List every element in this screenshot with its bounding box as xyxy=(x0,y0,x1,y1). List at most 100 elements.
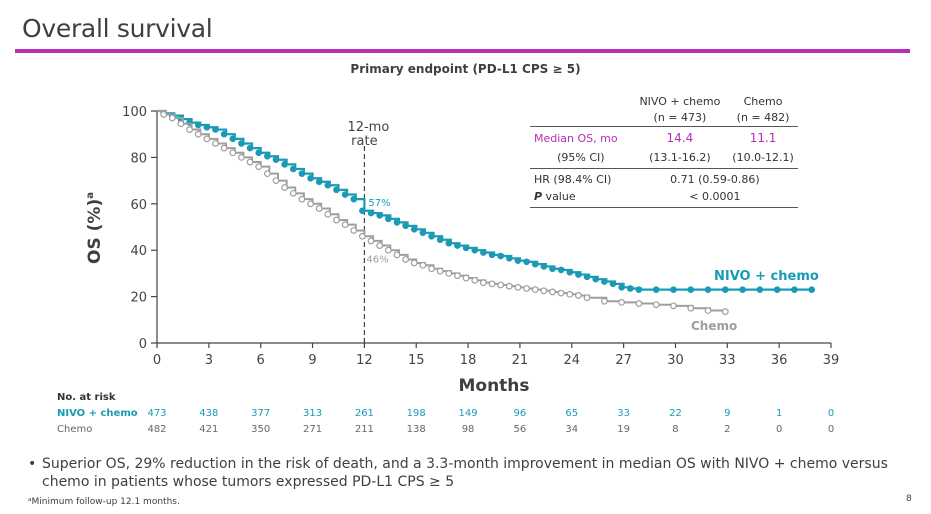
slide-title: Overall survival xyxy=(22,14,213,43)
series-label-chemo: Chemo xyxy=(691,319,737,333)
nivo-chemo-censor-marker xyxy=(773,286,781,293)
nivo-chemo-censor-marker xyxy=(229,135,237,143)
nivo-chemo-censor-marker xyxy=(264,152,271,160)
nivo-chemo-censor-marker xyxy=(410,226,418,233)
nivo-chemo-censor-marker xyxy=(635,286,643,293)
hr-label: HR (98.4% CI) xyxy=(534,173,612,186)
chemo-censor-marker xyxy=(618,299,626,306)
y-axis-title-superscript: a xyxy=(85,192,96,199)
risk-value-chemo: 34 xyxy=(565,424,579,435)
nivo-chemo-censor-marker xyxy=(194,121,202,129)
chemo-censor-marker xyxy=(687,304,695,312)
reference-line-label-2: rate xyxy=(351,134,377,149)
risk-value-nivo: 96 xyxy=(513,408,527,419)
chemo-censor-marker xyxy=(428,265,435,273)
chemo-censor-marker xyxy=(367,237,375,245)
chart-subtitle: Primary endpoint (PD-L1 CPS ≥ 5) xyxy=(350,62,581,76)
chemo-censor-marker xyxy=(194,130,202,138)
series-layer xyxy=(157,109,816,316)
chemo-censor-marker xyxy=(350,227,358,234)
risk-value-chemo: 138 xyxy=(406,424,426,435)
nivo-chemo-censor-marker xyxy=(480,249,487,256)
chemo-censor-marker xyxy=(376,242,384,249)
chemo-censor-marker xyxy=(272,177,280,185)
chemo-censor-marker xyxy=(402,256,409,263)
nivo-chemo-censor-marker xyxy=(704,286,712,293)
nivo-chemo-censor-marker xyxy=(376,212,383,219)
nivo-chemo-censor-marker xyxy=(385,215,392,223)
chemo-censor-marker xyxy=(289,189,297,197)
risk-value-chemo: 421 xyxy=(199,424,219,435)
chemo-censor-marker xyxy=(531,286,539,294)
chemo-censor-marker xyxy=(575,292,582,299)
nivo-chemo-censor-marker xyxy=(428,232,435,240)
y-axis-title: OS (%)a xyxy=(85,192,105,264)
p-label: P value xyxy=(530,187,632,208)
nivo-chemo-censor-marker xyxy=(514,257,522,264)
series-label-nivo-chemo: NIVO + chemo xyxy=(714,269,819,284)
x-tick-label: 3 xyxy=(205,353,213,368)
stats-median-row: Median OS, mo 14.4 11.1 xyxy=(530,127,798,147)
y-tick-label: 60 xyxy=(130,198,147,213)
chemo-censor-marker xyxy=(583,294,591,302)
x-tick-label: 0 xyxy=(153,353,161,368)
nivo-chemo-censor-marker xyxy=(566,268,574,276)
risk-value-chemo: 350 xyxy=(251,424,271,435)
annotation-nivo-12mo: 57% xyxy=(368,198,390,209)
nivo-chemo-censor-marker xyxy=(462,244,470,252)
chemo-censor-marker xyxy=(462,274,470,282)
nivo-chemo-censor-marker xyxy=(419,229,427,237)
x-tick-label: 6 xyxy=(257,353,265,368)
key-finding-bullet: • Superior OS, 29% reduction in the risk… xyxy=(28,455,898,491)
nivo-chemo-censor-marker xyxy=(808,286,816,293)
chemo-censor-marker xyxy=(263,170,271,178)
risk-row-label-chemo: Chemo xyxy=(57,424,93,435)
y-tick-label: 100 xyxy=(122,105,147,120)
footnote: ᵃMinimum follow-up 12.1 months. xyxy=(28,497,180,507)
risk-row-label-nivo: NIVO + chemo xyxy=(57,408,138,419)
stats-hr-row: HR (98.4% CI) 0.71 (0.59-0.86) xyxy=(530,169,798,188)
x-tick-label: 18 xyxy=(460,353,477,368)
stats-header-row-2: (n = 473) (n = 482) xyxy=(530,110,798,127)
nivo-chemo-censor-marker xyxy=(557,266,565,274)
x-ticks: 0 3 6 9 12 15 18 21 24 27 30 33 36 39 xyxy=(153,343,839,368)
median-os-chemo: 11.1 xyxy=(749,131,777,145)
chemo-censor-marker xyxy=(419,261,427,269)
nivo-chemo-censor-marker xyxy=(238,140,245,147)
risk-value-nivo: 22 xyxy=(669,408,682,419)
chemo-censor-marker xyxy=(540,287,548,295)
nivo-chemo-censor-marker xyxy=(281,161,288,168)
risk-value-nivo: 1 xyxy=(775,408,783,419)
nivo-chemo-censor-marker xyxy=(272,156,280,164)
nivo-chemo-censor-marker xyxy=(575,271,582,278)
nivo-chemo-censor-marker xyxy=(523,258,530,266)
stats-header-row-1: NIVO + chemo Chemo xyxy=(530,94,798,110)
risk-table-title: No. at risk xyxy=(57,392,116,403)
stats-col-header-chemo: Chemo xyxy=(743,95,783,108)
chemo-censor-marker xyxy=(497,281,505,289)
risk-value-chemo: 482 xyxy=(147,424,167,435)
stats-col-header-nivo: NIVO + chemo xyxy=(639,95,721,108)
chemo-censor-marker xyxy=(704,307,712,314)
risk-value-nivo: 149 xyxy=(458,408,478,419)
nivo-chemo-censor-marker xyxy=(454,242,461,249)
y-tick-label: 20 xyxy=(130,291,147,306)
nivo-chemo-censor-marker xyxy=(626,285,634,292)
x-tick-label: 33 xyxy=(719,353,736,368)
stats-table: NIVO + chemo Chemo (n = 473) (n = 482) M… xyxy=(530,94,798,208)
p-value: < 0.0001 xyxy=(631,187,798,208)
chemo-censor-marker xyxy=(549,288,556,296)
x-tick-label: 39 xyxy=(823,353,840,368)
nivo-chemo-censor-marker xyxy=(592,275,599,283)
stats-col-n-chemo: (n = 482) xyxy=(728,110,798,127)
chemo-censor-marker xyxy=(238,153,245,161)
y-tick-label: 40 xyxy=(130,244,147,259)
risk-value-chemo: 56 xyxy=(513,424,527,435)
x-tick-label: 21 xyxy=(512,353,529,368)
chemo-censor-marker xyxy=(212,140,219,147)
chemo-censor-marker xyxy=(600,297,608,305)
stats-ci-row: (95% CI) (13.1-16.2) (10.0-12.1) xyxy=(530,146,798,169)
chemo-censor-marker xyxy=(246,158,254,166)
median-os-label: Median OS, mo xyxy=(534,132,618,145)
